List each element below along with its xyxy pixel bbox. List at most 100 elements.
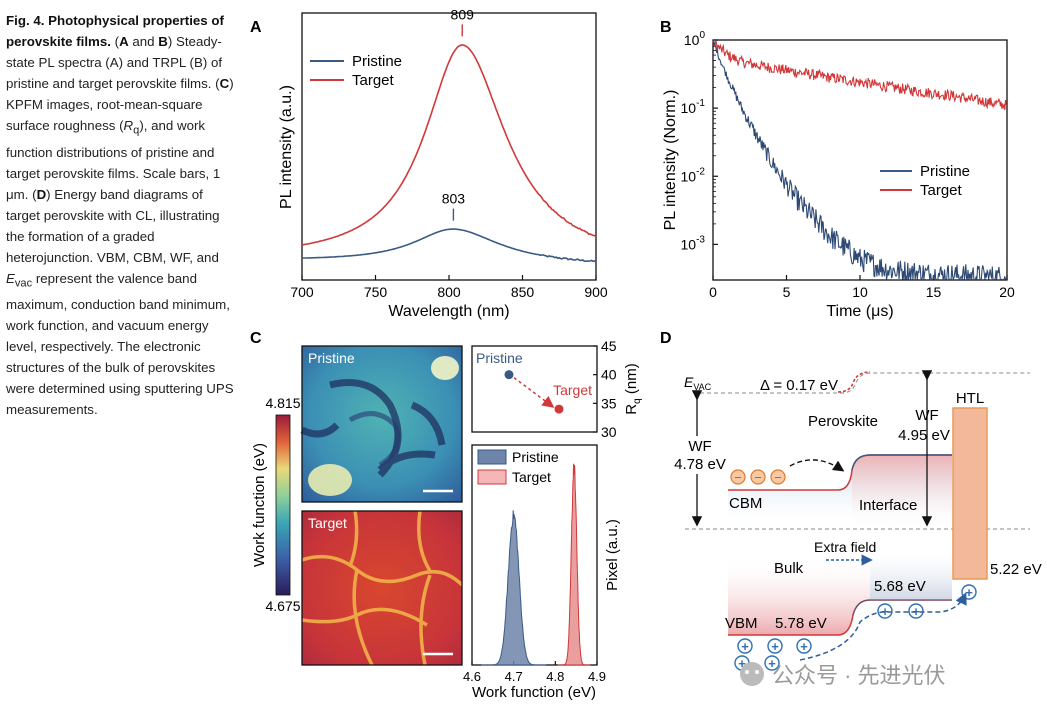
panel-a-xtick-label: 750 (364, 284, 388, 300)
panel-a-pristine-line (301, 228, 597, 263)
roughness-frame (471, 345, 598, 433)
panel-a-ylabel: PL intensity (a.u.) (278, 85, 295, 209)
electrons: − − − (730, 469, 786, 485)
vbm-value: 5.78 eV (775, 615, 827, 632)
panel-a-target-line (301, 44, 597, 246)
hole (908, 603, 924, 619)
panel-b-target-line (712, 39, 1007, 111)
panel-b-xtick-label: 5 (783, 284, 791, 300)
panel-a-xlabel: Wavelength (nm) (388, 303, 509, 320)
electron (730, 469, 746, 485)
panel-b-ytick-label: 100 (684, 30, 706, 48)
panel-a-xtick-label: 800 (437, 284, 461, 300)
panel-a-peak-label: 803 (442, 191, 466, 207)
panel-b-xtick-label: 15 (926, 284, 942, 300)
htl-block (952, 407, 988, 580)
histogram-plot: 4.6 4.7 4.8 4.9 Pristine Target Work functi… (463, 444, 621, 701)
panel-b-legend-pristine: Pristine (920, 163, 970, 180)
panel-b-frame (712, 39, 1008, 281)
hole (764, 655, 780, 671)
panel-a-frame (301, 12, 597, 281)
panel-b-xtick-label: 0 (709, 284, 717, 300)
hole-sign: + (881, 604, 889, 619)
electron (750, 469, 766, 485)
kpfm-image-target (301, 510, 464, 666)
hole-sign: + (965, 585, 973, 600)
htl-vbm-value: 5.22 eV (990, 561, 1042, 578)
caption-body: (A and B) Steady-state PL spectra (A) an… (6, 34, 234, 418)
panel-a-peak-label: 809 (451, 6, 475, 22)
vacuum-step (837, 371, 871, 393)
panel-b-legend-target: Target (920, 182, 963, 199)
figure-caption: Fig. 4. Photophysical properties of pero… (6, 10, 234, 420)
colorbar-label: Work function (eV) (251, 443, 268, 567)
wf-right-label: WF (915, 407, 938, 424)
htl-label: HTL (956, 390, 984, 407)
watermark-text: 公众号 · 先进光伏 (772, 663, 946, 688)
kpfm-label-pristine: Pristine (308, 350, 355, 366)
panel-b-ylabel: PL intensity (Norm.) (662, 90, 679, 231)
histogram-xlabel: Work function (eV) (472, 684, 596, 701)
histogram-legend-pristine: Pristine (512, 449, 559, 465)
vbm-label: VBM (725, 615, 758, 632)
electron-sign: − (754, 470, 762, 485)
panel-b-xtick-label: 10 (852, 284, 868, 300)
panel-a-xtick-label: 700 (290, 284, 314, 300)
hole (737, 638, 753, 654)
watermark: 公众号 · 先进光伏 (740, 662, 946, 688)
histogram-legend-swatch-target (477, 469, 507, 485)
kpfm-label-target: Target (308, 515, 347, 531)
hole-transfer-arrow (799, 592, 967, 661)
electron-block-arrow (789, 459, 845, 472)
colorbar (275, 414, 291, 596)
colorbar-min-label: 4.675 (265, 598, 300, 614)
extra-field-label: Extra field (814, 539, 876, 555)
hole (877, 603, 893, 619)
caption-lead: Fig. 4. Photophysical properties of pero… (6, 13, 224, 49)
roughness-ylabel: Rq (nm) (623, 363, 643, 414)
roughness-ytick-label: 30 (601, 424, 617, 440)
panel-b-ytick-label: 10-3 (681, 234, 706, 252)
panel-b-ytick-label: 10-2 (681, 166, 706, 184)
histogram-target (557, 463, 591, 666)
hole-sign: + (738, 656, 746, 671)
colorbar-max-label: 4.815 (265, 395, 300, 411)
roughness-point-target (554, 404, 564, 414)
delta-label: Δ = 0.17 eV (760, 377, 838, 394)
wf-right-value: 4.95 eV (898, 427, 950, 444)
roughness-ytick-label: 35 (601, 395, 617, 411)
electron-sign: − (734, 470, 742, 485)
histogram-xtick-label: 4.8 (546, 669, 564, 684)
panel-b-ytick-label: 10-1 (681, 98, 706, 116)
panel-b-chart: 0 5 10 15 20 100 10-1 10-2 10-3 Pristine Target… (662, 30, 1015, 320)
roughness-arrow (513, 377, 555, 408)
hole-sign: + (771, 639, 779, 654)
roughness-plot: 30 35 40 45 Pristine Target Rq (nm) (471, 338, 643, 440)
histogram-ylabel: Pixel (a.u.) (604, 519, 621, 591)
panel-a-xtick-label: 850 (511, 284, 535, 300)
panel-b-xtick-label: 20 (999, 284, 1015, 300)
hole (796, 638, 812, 654)
panel-a-legend-pristine: Pristine (352, 53, 402, 70)
bulk-label: Bulk (774, 560, 804, 577)
evac-label: EVAC (684, 374, 712, 392)
energy-band-diagram: HTL EVAC Δ = 0.17 eV Perovskite WF 4.78 … (670, 370, 1042, 671)
roughness-label-target: Target (553, 382, 592, 398)
histogram-legend-swatch-pristine (477, 449, 507, 465)
wf-left-label: WF (688, 438, 711, 455)
cbm-label: CBM (729, 495, 762, 512)
panel-a-chart: 700 750 800 850 900 803 809 Pristine Target W… (278, 6, 608, 320)
kpfm-image-pristine (300, 345, 463, 503)
panel-label-a: A (250, 19, 262, 36)
electron (770, 469, 786, 485)
histogram-pristine (481, 510, 547, 666)
histogram-xtick-label: 4.7 (505, 669, 523, 684)
hole (767, 638, 783, 654)
panel-b-pristine-line (712, 39, 1007, 282)
cbm-region-interface (852, 455, 952, 529)
hole-sign: + (741, 639, 749, 654)
panel-label-d: D (660, 330, 672, 347)
histogram-xtick-label: 4.6 (463, 669, 481, 684)
roughness-point-pristine (504, 370, 514, 380)
